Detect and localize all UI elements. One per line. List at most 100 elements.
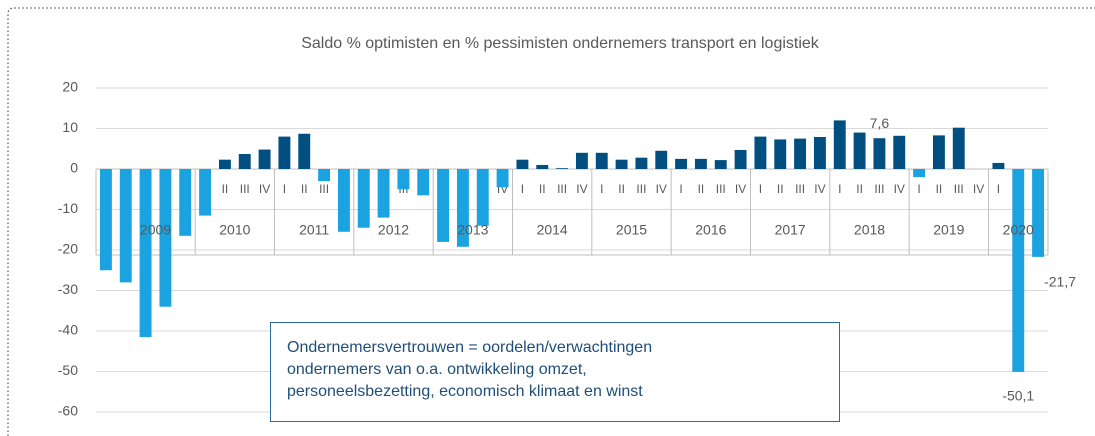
year-label: 2018: [854, 222, 885, 238]
x-tick-label: II: [301, 182, 308, 196]
bar: [119, 169, 132, 283]
x-tick-label: I: [759, 182, 762, 196]
data-label: -21,7: [1044, 274, 1076, 290]
x-tick-label: III: [795, 182, 805, 196]
x-tick-label: III: [954, 182, 964, 196]
chart-title: Saldo % optimisten en % pessimisten onde…: [301, 35, 820, 52]
bar: [536, 164, 549, 169]
y-tick-label: 20: [62, 79, 78, 95]
y-tick-label: -20: [58, 241, 78, 257]
bar: [318, 169, 331, 182]
bar: [377, 169, 390, 218]
bar: [813, 137, 826, 169]
bar: [853, 132, 866, 169]
year-label: 2017: [775, 222, 806, 238]
bar: [357, 169, 370, 228]
bar: [615, 159, 628, 169]
x-tick-label: III: [874, 182, 884, 196]
x-tick-label: I: [917, 182, 920, 196]
x-tick-label: IV: [497, 182, 508, 196]
bar: [258, 149, 271, 169]
bar: [238, 154, 251, 169]
year-label: 2011: [299, 222, 329, 238]
bar: [337, 169, 350, 232]
y-tick-label: -60: [58, 403, 78, 419]
bar: [278, 136, 291, 169]
y-tick-label: 10: [62, 119, 78, 135]
year-label: 2016: [695, 222, 726, 238]
year-label: 2012: [378, 222, 409, 238]
year-label: 2009: [140, 222, 171, 238]
x-tick-label: III: [557, 182, 567, 196]
x-tick-label: II: [222, 182, 229, 196]
bar: [496, 169, 509, 188]
bar: [179, 169, 192, 236]
bar: [575, 152, 588, 169]
bar: [139, 169, 152, 338]
bar: [635, 157, 648, 169]
x-tick-label: I: [997, 182, 1000, 196]
data-label: 7,6: [870, 115, 890, 131]
bar: [516, 159, 529, 169]
x-tick-label: III: [319, 182, 329, 196]
x-tick-label: IV: [259, 182, 270, 196]
bar: [774, 139, 787, 169]
y-tick-label: -50: [58, 362, 78, 378]
year-label: 2020: [1003, 222, 1034, 238]
annotation-line: Ondernemersvertrouwen = oordelen/verwach…: [287, 339, 653, 356]
bar: [734, 149, 747, 169]
bar: [298, 133, 311, 169]
bar: [992, 162, 1005, 169]
x-tick-label: I: [679, 182, 682, 196]
x-tick-label: IV: [735, 182, 746, 196]
x-tick-label: II: [936, 182, 943, 196]
x-tick-label: III: [716, 182, 726, 196]
x-tick-label: III: [636, 182, 646, 196]
x-tick-label: II: [698, 182, 705, 196]
bar: [99, 169, 112, 271]
bar: [595, 152, 608, 169]
year-label: 2013: [457, 222, 488, 238]
bar: [714, 160, 727, 169]
bar: [655, 150, 668, 169]
bar: [159, 169, 172, 307]
bar: [218, 159, 231, 169]
bar: [932, 135, 945, 169]
bar: [952, 127, 965, 169]
bar: [675, 158, 688, 169]
y-tick-label: -10: [58, 200, 78, 216]
bar: [556, 168, 569, 169]
bar: [833, 120, 846, 169]
year-label: 2014: [537, 222, 568, 238]
year-label: 2015: [616, 222, 647, 238]
x-tick-label: II: [618, 182, 625, 196]
annotation-line: ondernemers van o.a. ontwikkeling omzet,: [287, 361, 587, 378]
bar: [397, 169, 410, 190]
x-tick-label: II: [777, 182, 784, 196]
bar: [1032, 169, 1045, 257]
x-tick-label: II: [856, 182, 863, 196]
x-tick-label: IV: [576, 182, 587, 196]
bar: [199, 169, 212, 216]
bar: [456, 169, 469, 247]
y-tick-label: 0: [70, 160, 78, 176]
bar: [754, 136, 767, 169]
x-tick-label: IV: [656, 182, 667, 196]
data-label: -50,1: [1002, 388, 1034, 404]
bar: [417, 169, 430, 196]
bar: [794, 138, 807, 169]
x-tick-label: IV: [973, 182, 984, 196]
bar: [893, 135, 906, 169]
x-tick-label: I: [521, 182, 524, 196]
y-tick-label: -30: [58, 281, 78, 297]
year-label: 2010: [219, 222, 250, 238]
x-tick-label: II: [539, 182, 546, 196]
annotation-line: personeelsbezetting, economisch klimaat …: [287, 383, 643, 400]
x-tick-label: IV: [894, 182, 905, 196]
bar: [476, 169, 489, 226]
x-tick-label: I: [283, 182, 286, 196]
bar: [913, 169, 926, 178]
x-tick-label: IV: [814, 182, 825, 196]
